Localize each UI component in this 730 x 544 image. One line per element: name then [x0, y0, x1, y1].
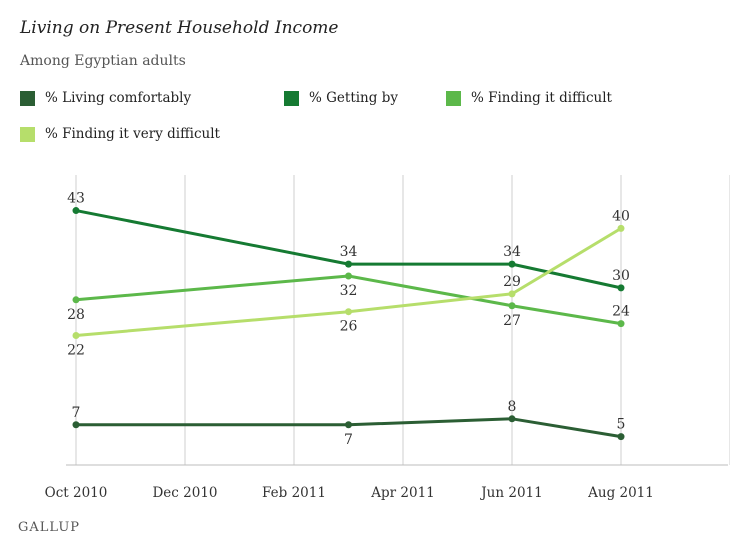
legend-swatch-getting-by: [284, 90, 299, 106]
series-line-living-comfortably: [76, 417, 622, 439]
series-line-getting-by: [75, 209, 622, 290]
legend-swatch-finding-very-difficult: [20, 126, 35, 142]
data-point-finding-very-difficult: [345, 308, 352, 316]
data-label-getting-by: 34: [340, 244, 358, 260]
data-label-finding-very-difficult: 40: [612, 208, 630, 224]
legend-label-living-comfortably: % Living comfortably: [45, 90, 192, 106]
x-tick-label: Jun 2011: [479, 485, 542, 501]
data-label-finding-very-difficult: 26: [340, 319, 358, 335]
data-point-finding-very-difficult: [617, 224, 625, 232]
legend-swatch-living-comfortably: [20, 90, 35, 106]
data-label-living-comfortably: 8: [508, 399, 517, 415]
series-line-finding-very-difficult: [75, 227, 622, 337]
data-point-getting-by: [345, 260, 352, 268]
data-label-finding-difficult: 28: [67, 307, 85, 323]
x-tick-label: Feb 2011: [262, 485, 326, 501]
legend-label-finding-very-difficult: % Finding it very difficult: [45, 126, 220, 142]
legend-item-finding-difficult: % Finding it difficult: [446, 90, 612, 106]
legend-swatch-finding-difficult: [446, 90, 461, 106]
data-label-living-comfortably: 7: [72, 405, 81, 421]
data-point-finding-difficult: [345, 272, 352, 280]
x-tick-label: Apr 2011: [370, 485, 435, 501]
x-tick-label: Dec 2010: [152, 485, 217, 501]
legend-item-living-comfortably: % Living comfortably: [20, 90, 191, 106]
data-label-finding-difficult: 32: [340, 283, 358, 299]
legend-label-getting-by: % Getting by: [309, 90, 398, 106]
data-point-getting-by: [617, 284, 625, 292]
data-label-getting-by: 30: [612, 268, 630, 284]
data-point-finding-very-difficult: [508, 290, 516, 298]
x-tick-label: Aug 2011: [587, 485, 654, 501]
data-label-finding-difficult: 27: [503, 313, 521, 329]
data-point-living-comfortably: [508, 415, 516, 423]
data-point-living-comfortably: [72, 421, 80, 429]
data-label-getting-by: 34: [503, 244, 521, 260]
legend-item-getting-by: % Getting by: [284, 90, 398, 106]
data-point-living-comfortably: [345, 421, 352, 429]
data-point-finding-very-difficult: [72, 332, 80, 339]
data-label-living-comfortably: 7: [344, 432, 353, 448]
data-point-finding-difficult: [617, 320, 625, 328]
data-label-living-comfortably: 5: [617, 417, 626, 433]
data-label-finding-very-difficult: 29: [503, 274, 521, 290]
chart-title: Living on Present Household Income: [20, 18, 339, 38]
legend-label-finding-difficult: % Finding it difficult: [471, 90, 612, 106]
gallup-logo: GALLUP: [18, 520, 81, 535]
data-point-getting-by: [72, 207, 80, 215]
data-label-finding-difficult: 24: [612, 304, 630, 320]
data-point-living-comfortably: [617, 433, 625, 441]
x-tick-label: Oct 2010: [45, 485, 108, 501]
chart-subtitle: Among Egyptian adults: [20, 53, 186, 69]
data-point-finding-difficult: [72, 296, 80, 304]
data-label-getting-by: 43: [67, 191, 85, 207]
legend-item-finding-very-difficult: % Finding it very difficult: [20, 126, 220, 142]
data-label-finding-very-difficult: 22: [67, 343, 85, 359]
data-point-getting-by: [508, 260, 516, 268]
series-line-finding-difficult: [75, 274, 622, 326]
data-point-finding-difficult: [508, 302, 516, 310]
